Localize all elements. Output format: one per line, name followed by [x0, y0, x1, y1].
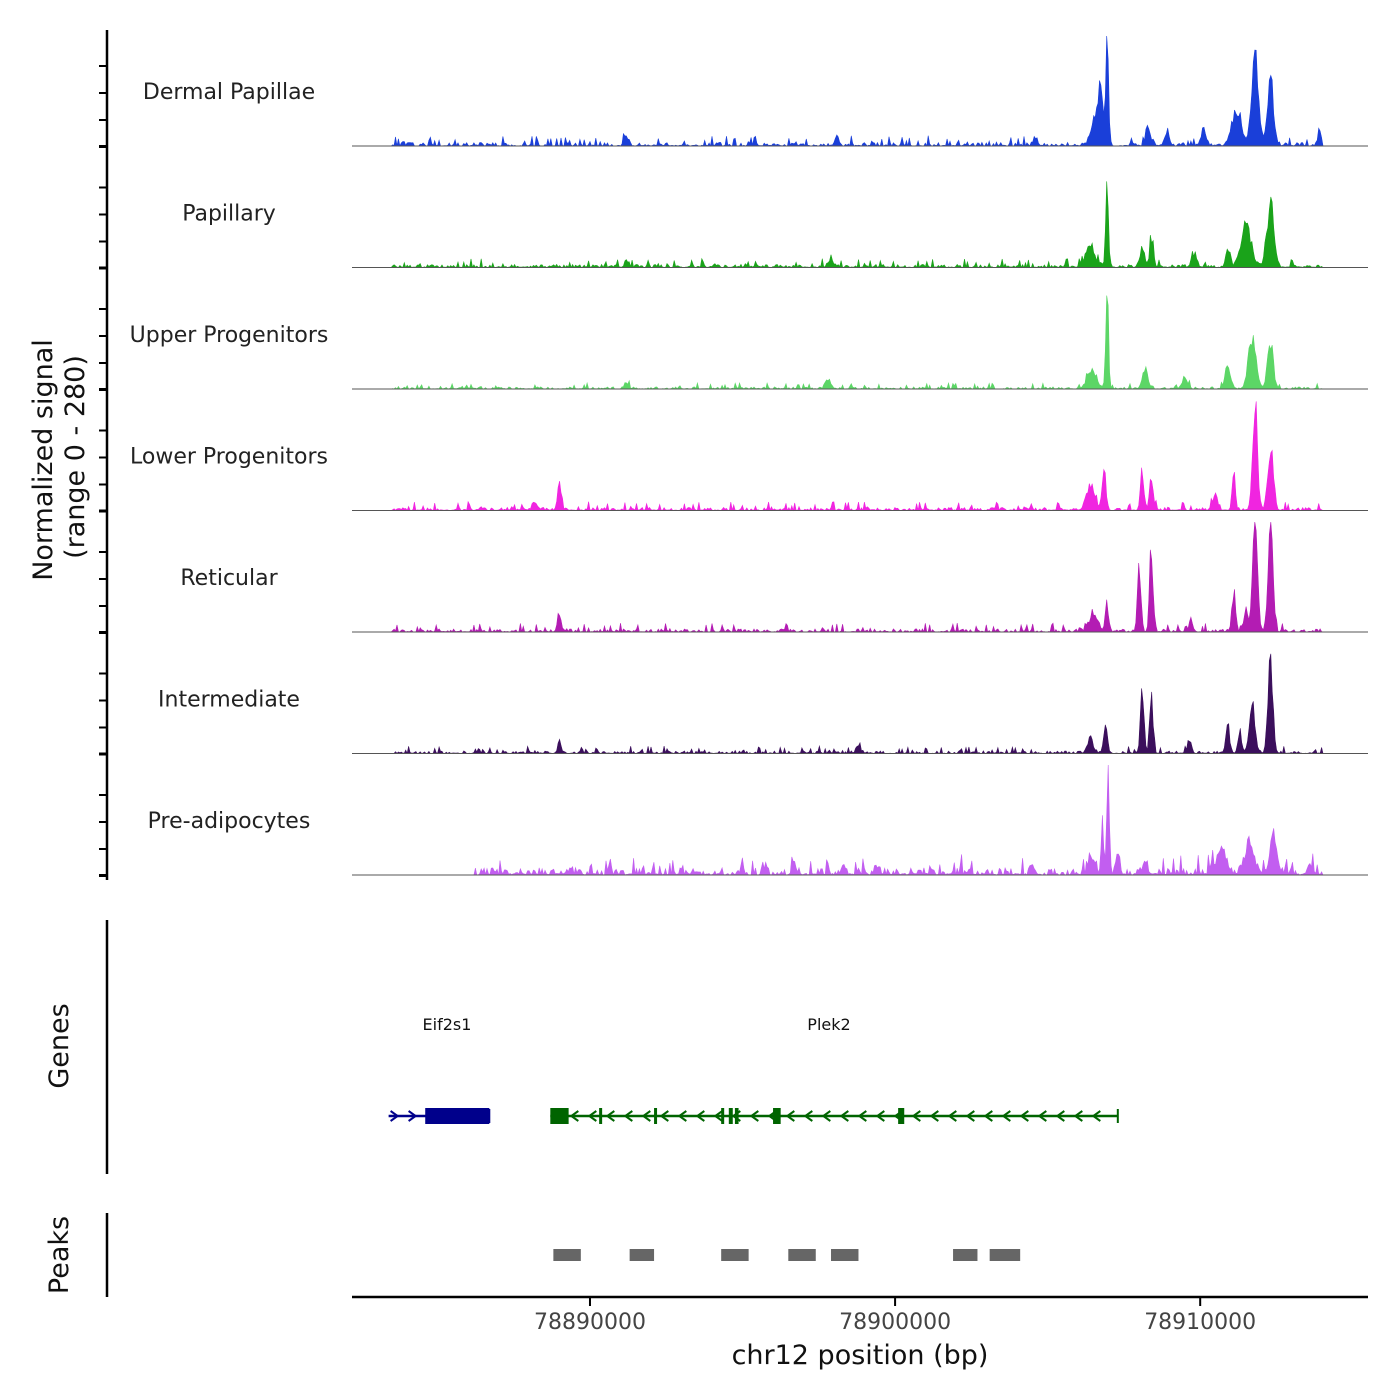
peak-region: [788, 1249, 816, 1261]
strand-arrow: [695, 1110, 705, 1122]
gene-exon: [550, 1108, 569, 1124]
signal-area: [352, 764, 1368, 876]
strand-arrow: [390, 1110, 400, 1122]
track-label: Pre-adipocytes: [148, 809, 311, 834]
strand-arrow: [1055, 1110, 1065, 1122]
peak-region: [629, 1249, 655, 1261]
signal-y-axis-title: Normalized signal: [28, 339, 59, 581]
gene-exon: [654, 1108, 658, 1124]
track-lower-progenitors: Lower Progenitors: [99, 401, 1368, 513]
strand-arrow: [911, 1110, 921, 1122]
x-axis-title: chr12 position (bp): [732, 1340, 989, 1371]
strand-arrow: [965, 1110, 975, 1122]
strand-arrow: [408, 1110, 418, 1122]
signal-area: [352, 35, 1368, 147]
gene-exon: [599, 1108, 603, 1124]
gene-exon: [898, 1108, 905, 1124]
x-tick-label: 78890000: [534, 1310, 646, 1335]
signal-y-axis-range: (range 0 - 280): [60, 355, 91, 559]
strand-arrow: [1037, 1110, 1047, 1122]
strand-arrow: [785, 1110, 795, 1122]
gene-exon: [734, 1108, 739, 1124]
signal-area: [352, 181, 1368, 269]
strand-arrow: [749, 1110, 759, 1122]
gene-plek2: Plek2: [550, 1015, 1119, 1124]
track-intermediate: Intermediate: [99, 653, 1368, 756]
strand-arrow: [587, 1110, 597, 1122]
signal-tracks: Dermal Papillae Papillary Upper Progenitor…: [99, 35, 1368, 877]
strand-arrow: [677, 1110, 687, 1122]
strand-arrow: [929, 1110, 939, 1122]
strand-arrow: [947, 1110, 957, 1122]
strand-arrow: [623, 1110, 633, 1122]
track-label: Intermediate: [158, 688, 300, 713]
track-pre-adipocytes: Pre-adipocytes: [99, 764, 1368, 877]
peaks-y-axis-title: Peaks: [44, 1216, 75, 1294]
signal-area: [352, 653, 1368, 755]
track-label: Lower Progenitors: [130, 445, 328, 470]
gene-exon: [425, 1108, 490, 1124]
strand-arrow: [821, 1110, 831, 1122]
strand-arrow: [1001, 1110, 1011, 1122]
strand-arrow: [1091, 1110, 1101, 1122]
track-label: Papillary: [182, 202, 276, 227]
gene-exon: [728, 1108, 733, 1124]
strand-arrow: [857, 1110, 867, 1122]
x-tick-label: 78900000: [839, 1310, 951, 1335]
peak-region: [831, 1249, 859, 1261]
x-axis: 78890000 78900000 78910000: [352, 1295, 1368, 1335]
gene-label: Plek2: [807, 1015, 850, 1034]
peak-region: [989, 1249, 1021, 1261]
strand-arrow: [659, 1110, 669, 1122]
gene-exon: [721, 1108, 725, 1124]
genes-y-axis-title: Genes: [44, 1003, 75, 1088]
track-label: Upper Progenitors: [130, 323, 329, 348]
strand-arrow: [875, 1110, 885, 1122]
x-tick-label: 78910000: [1144, 1310, 1256, 1335]
track-papillary: Papillary: [99, 181, 1368, 270]
strand-arrow: [1019, 1110, 1029, 1122]
peak-region: [953, 1249, 978, 1261]
track-label: Reticular: [180, 566, 278, 591]
peak-region: [553, 1249, 581, 1261]
track-label: Dermal Papillae: [143, 80, 315, 105]
signal-area: [352, 401, 1368, 512]
gene-eif2s1: Eif2s1: [388, 1015, 491, 1124]
signal-area: [352, 295, 1368, 390]
strand-arrow: [1073, 1110, 1083, 1122]
strand-arrow: [713, 1110, 723, 1122]
gene-exon: [773, 1108, 781, 1124]
genes-panel: Eif2s1 Plek2: [105, 920, 1119, 1174]
track-dermal-papillae: Dermal Papillae: [99, 35, 1368, 148]
strand-arrow: [983, 1110, 993, 1122]
strand-arrow: [839, 1110, 849, 1122]
signal-area: [352, 521, 1368, 633]
strand-arrow: [641, 1110, 651, 1122]
peak-region: [721, 1249, 749, 1261]
strand-arrow: [569, 1110, 579, 1122]
strand-arrow: [605, 1110, 615, 1122]
track-upper-progenitors: Upper Progenitors: [99, 295, 1368, 391]
peaks-panel: [105, 1213, 1021, 1297]
gene-label: Eif2s1: [423, 1015, 472, 1034]
gene-exon: [559, 1108, 565, 1124]
track-reticular: Reticular: [99, 521, 1368, 634]
strand-arrow: [803, 1110, 813, 1122]
